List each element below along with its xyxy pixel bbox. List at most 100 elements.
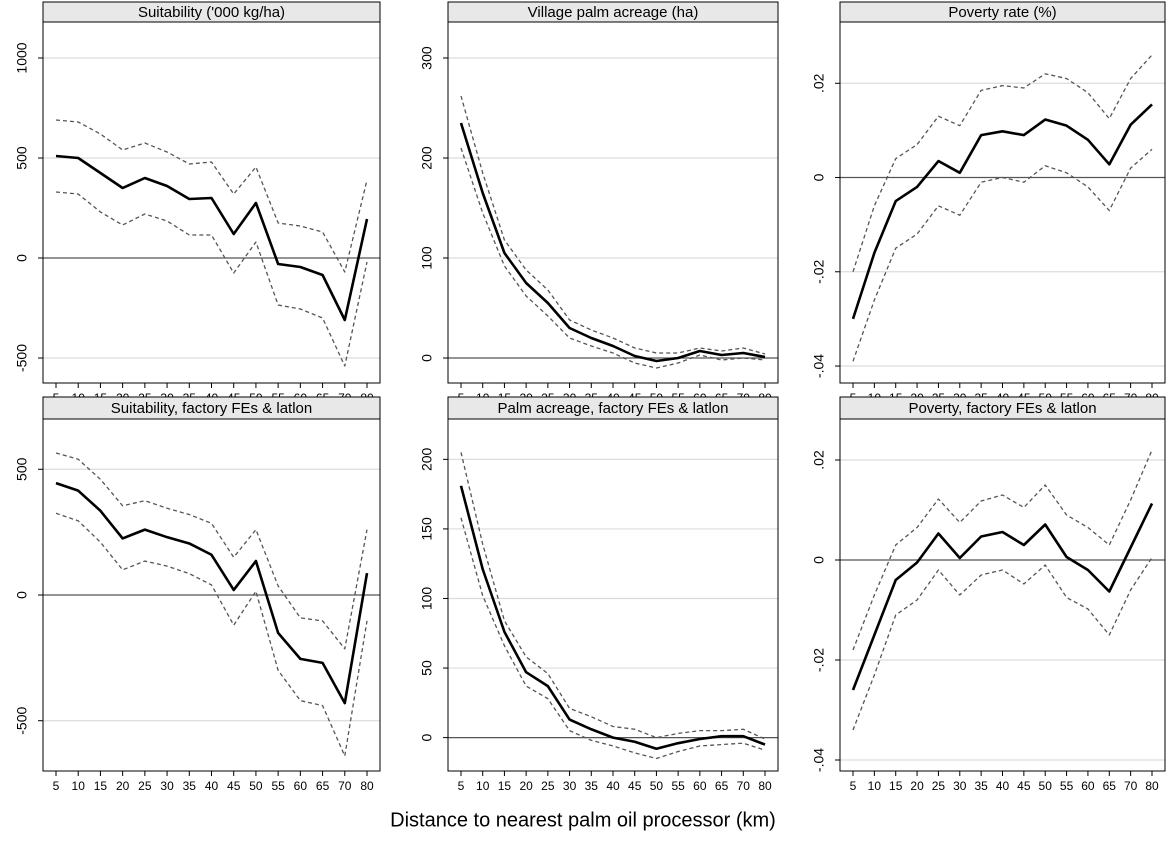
x-tick-label: 25 bbox=[541, 779, 555, 793]
x-tick-label: 20 bbox=[519, 779, 533, 793]
y-tick-label: 0 bbox=[14, 591, 30, 599]
x-tick-label: 50 bbox=[1039, 779, 1053, 793]
x-tick-label: 70 bbox=[1124, 779, 1138, 793]
plot-frame bbox=[42, 21, 381, 384]
x-tick-label: 45 bbox=[1017, 779, 1031, 793]
y-tick-label: 500 bbox=[14, 146, 30, 170]
ci-line bbox=[460, 95, 766, 355]
x-tick-label: 80 bbox=[758, 779, 772, 793]
ci-line bbox=[55, 452, 368, 650]
x-tick-label: 40 bbox=[606, 779, 620, 793]
ci-line bbox=[852, 557, 1153, 731]
x-tick-label: 65 bbox=[1103, 779, 1117, 793]
x-tick-label: 5 bbox=[850, 779, 857, 793]
x-tick-label: 80 bbox=[360, 779, 374, 793]
ci-line bbox=[852, 449, 1153, 651]
panel-title: Poverty, factory FEs & latlon bbox=[908, 400, 1096, 417]
x-tick-label: 40 bbox=[205, 779, 219, 793]
x-tick-label: 10 bbox=[72, 779, 86, 793]
estimate-line bbox=[55, 481, 369, 705]
y-tick-label: -.04 bbox=[811, 748, 827, 772]
estimate-line bbox=[55, 154, 369, 322]
y-tick-label: -500 bbox=[14, 706, 30, 734]
x-tick-label: 35 bbox=[974, 779, 988, 793]
x-tick-label: 60 bbox=[294, 779, 308, 793]
ci-line bbox=[55, 512, 368, 757]
x-tick-label: 60 bbox=[693, 779, 707, 793]
x-tick-label: 55 bbox=[271, 779, 285, 793]
x-tick-label: 20 bbox=[116, 779, 130, 793]
ci-line bbox=[55, 119, 368, 273]
y-tick-label: 300 bbox=[419, 46, 435, 70]
x-tick-label: 30 bbox=[563, 779, 577, 793]
x-tick-label: 5 bbox=[458, 779, 465, 793]
y-tick-label: 1000 bbox=[14, 42, 30, 73]
x-tick-label: 15 bbox=[94, 779, 108, 793]
estimate-line bbox=[459, 485, 766, 751]
x-tick-label: 10 bbox=[476, 779, 490, 793]
x-tick-label: 65 bbox=[715, 779, 729, 793]
x-tick-label: 45 bbox=[628, 779, 642, 793]
y-tick-label: 150 bbox=[419, 517, 435, 541]
y-tick-label: 0 bbox=[419, 354, 435, 362]
x-tick-label: 15 bbox=[498, 779, 512, 793]
x-tick-label: 70 bbox=[338, 779, 352, 793]
x-axis-label: Distance to nearest palm oil processor (… bbox=[390, 809, 776, 831]
y-tick-label: 200 bbox=[419, 146, 435, 170]
x-tick-label: 25 bbox=[932, 779, 946, 793]
x-tick-label: 10 bbox=[868, 779, 882, 793]
x-tick-label: 5 bbox=[53, 779, 60, 793]
plot-frame bbox=[839, 21, 1166, 384]
ci-line bbox=[852, 54, 1153, 272]
panel-title: Poverty rate (%) bbox=[948, 4, 1056, 21]
y-tick-label: 0 bbox=[811, 556, 827, 564]
x-tick-label: 50 bbox=[650, 779, 664, 793]
ci-line bbox=[55, 191, 368, 367]
x-tick-label: 20 bbox=[910, 779, 924, 793]
y-tick-label: .02 bbox=[811, 450, 827, 470]
plot-frame bbox=[447, 21, 779, 384]
plot-frame bbox=[42, 418, 381, 772]
x-tick-label: 40 bbox=[996, 779, 1010, 793]
x-tick-label: 45 bbox=[227, 779, 241, 793]
x-tick-label: 35 bbox=[183, 779, 197, 793]
x-tick-label: 30 bbox=[953, 779, 967, 793]
panel-title: Suitability, factory FEs & latlon bbox=[111, 400, 312, 417]
ci-line bbox=[852, 148, 1153, 362]
panel-title: Palm acreage, factory FEs & latlon bbox=[498, 400, 729, 417]
x-tick-label: 30 bbox=[160, 779, 174, 793]
panel-title: Suitability ('000 kg/ha) bbox=[138, 4, 285, 21]
estimate-line bbox=[851, 103, 1153, 320]
y-tick-label: 100 bbox=[419, 587, 435, 611]
x-tick-label: 55 bbox=[1060, 779, 1074, 793]
x-tick-label: 50 bbox=[249, 779, 263, 793]
y-tick-label: 0 bbox=[811, 173, 827, 181]
estimate-line bbox=[459, 122, 766, 363]
y-tick-label: -.02 bbox=[811, 648, 827, 672]
ci-line bbox=[460, 452, 766, 740]
y-tick-label: -500 bbox=[14, 344, 30, 372]
x-tick-label: 65 bbox=[316, 779, 330, 793]
estimate-line bbox=[851, 502, 1154, 691]
x-tick-label: 80 bbox=[1145, 779, 1159, 793]
panel-title: Village palm acreage (ha) bbox=[528, 4, 699, 21]
y-tick-label: -.04 bbox=[811, 354, 827, 378]
y-tick-label: 50 bbox=[419, 660, 435, 676]
x-tick-label: 25 bbox=[138, 779, 152, 793]
ci-line bbox=[460, 147, 766, 369]
x-tick-label: 15 bbox=[889, 779, 903, 793]
y-tick-label: 500 bbox=[14, 457, 30, 481]
plot-frame bbox=[839, 418, 1166, 772]
x-tick-label: 60 bbox=[1081, 779, 1095, 793]
y-tick-label: -.02 bbox=[811, 260, 827, 284]
y-tick-label: 0 bbox=[419, 734, 435, 742]
y-tick-label: 200 bbox=[419, 447, 435, 471]
plot-frame bbox=[447, 418, 779, 772]
x-tick-label: 70 bbox=[737, 779, 751, 793]
y-tick-label: .02 bbox=[811, 73, 827, 93]
ci-line bbox=[460, 517, 766, 760]
y-tick-label: 0 bbox=[14, 254, 30, 262]
